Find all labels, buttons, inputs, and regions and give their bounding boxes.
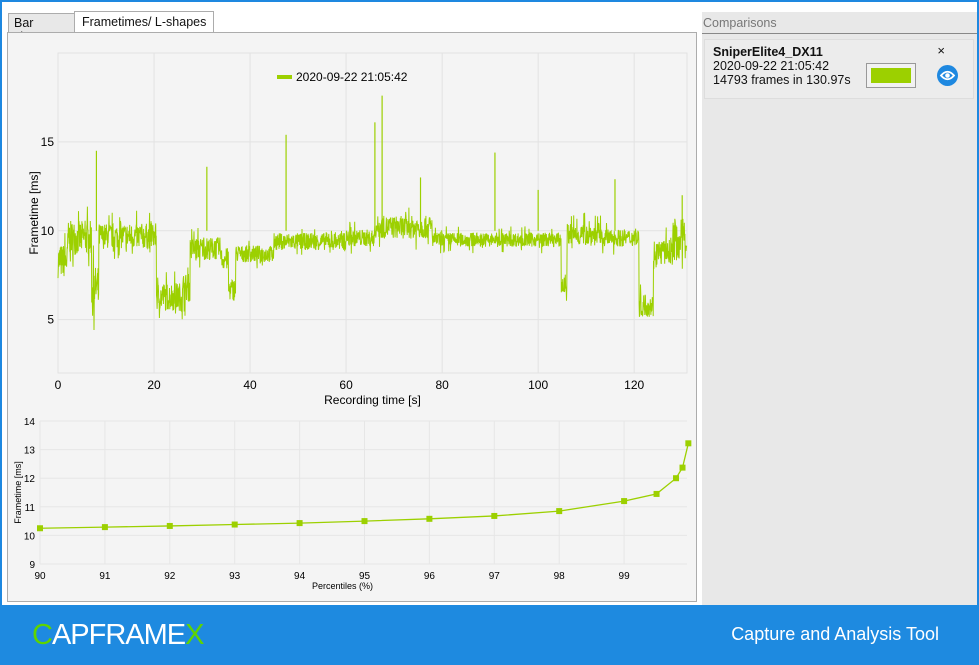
percentile-point	[101, 524, 108, 531]
percentile-point	[37, 525, 43, 532]
comparisons-title: Comparisons	[702, 12, 977, 34]
x-tick-label: 91	[99, 571, 111, 582]
tab-bar-charts[interactable]: Bar charts	[8, 13, 75, 44]
tagline: Capture and Analysis Tool	[731, 624, 939, 644]
item-date: 2020-09-22 21:05:42	[713, 59, 830, 73]
percentile-point	[673, 475, 680, 482]
frametime-series	[57, 206, 688, 331]
x-tick-label: 94	[294, 571, 306, 582]
x-tick-label: 60	[339, 378, 353, 392]
percentile-point	[556, 508, 563, 515]
y-axis-label: Frametime [ms]	[27, 171, 41, 254]
y-tick-label: 15	[41, 135, 55, 149]
percentile-point	[361, 518, 368, 525]
y-tick-label: 13	[24, 446, 36, 457]
x-tick-label: 40	[243, 378, 257, 392]
y-tick-label: 14	[24, 417, 36, 428]
y-tick-label: 5	[47, 313, 54, 327]
comparison-item[interactable]: SniperElite4_DX11 2020-09-22 21:05:42 14…	[704, 39, 974, 99]
x-tick-label: 96	[424, 571, 436, 582]
tab-frametimes[interactable]: Frametimes/ L-shapes	[74, 11, 215, 34]
chart-panel: 0 20 40 60 80 100 120 5 10 15 Recording time [s] Fr…	[7, 32, 697, 602]
x-tick-label: 80	[435, 378, 449, 392]
y-tick-label: 9	[29, 560, 35, 571]
x-axis-label: Percentiles (%)	[312, 581, 373, 591]
color-picker-button[interactable]	[866, 63, 916, 88]
x-tick-label: 97	[489, 571, 501, 582]
comparisons-panel: Comparisons SniperElite4_DX11 2020-09-22…	[702, 12, 977, 607]
percentile-series	[39, 443, 689, 529]
legend-label: 2020-09-22 21:05:42	[296, 70, 408, 84]
item-name: SniperElite4_DX11	[713, 45, 823, 59]
y-tick-label: 10	[24, 531, 36, 542]
percentile-point	[166, 522, 173, 529]
percentile-point	[621, 498, 628, 505]
x-tick-label: 20	[147, 378, 161, 392]
percentile-point	[231, 521, 238, 528]
close-icon[interactable]: ×	[937, 43, 945, 58]
y-tick-label: 10	[41, 224, 55, 238]
percentile-point	[685, 440, 692, 447]
capframex-logo: CAPFRAMEX	[32, 619, 205, 651]
percentile-point	[426, 515, 433, 522]
x-tick-label: 0	[55, 378, 62, 392]
percentile-point	[296, 520, 303, 527]
plot-area	[57, 52, 688, 374]
x-axis-label: Recording time [s]	[324, 393, 421, 407]
percentile-point	[679, 464, 686, 471]
percentile-point	[491, 512, 498, 519]
frametime-chart: 0 20 40 60 80 100 120 5 10 15 Recording time [s] Fr…	[27, 52, 688, 407]
x-tick-label: 120	[624, 378, 644, 392]
y-axis-label: Frametime [ms]	[13, 461, 23, 524]
y-tick-label: 11	[25, 503, 36, 514]
color-swatch	[871, 68, 911, 83]
x-tick-label: 90	[34, 571, 46, 582]
x-tick-label: 99	[619, 571, 631, 582]
x-tick-label: 98	[554, 571, 566, 582]
y-tick-label: 12	[24, 474, 36, 485]
x-tick-label: 93	[229, 571, 241, 582]
x-tick-label: 92	[164, 571, 176, 582]
item-frames: 14793 frames in 130.97s	[713, 73, 851, 87]
x-tick-label: 100	[528, 378, 548, 392]
plot-area	[40, 421, 687, 564]
percentile-point	[653, 490, 660, 497]
eye-icon[interactable]	[937, 65, 958, 86]
x-tick-label: 95	[359, 571, 371, 582]
lshape-chart: 90 91 92 93 94 95 96 97 98 9991011121314Percentil…	[13, 417, 692, 591]
footer: CAPFRAMEX Capture and Analysis Tool	[0, 605, 979, 665]
